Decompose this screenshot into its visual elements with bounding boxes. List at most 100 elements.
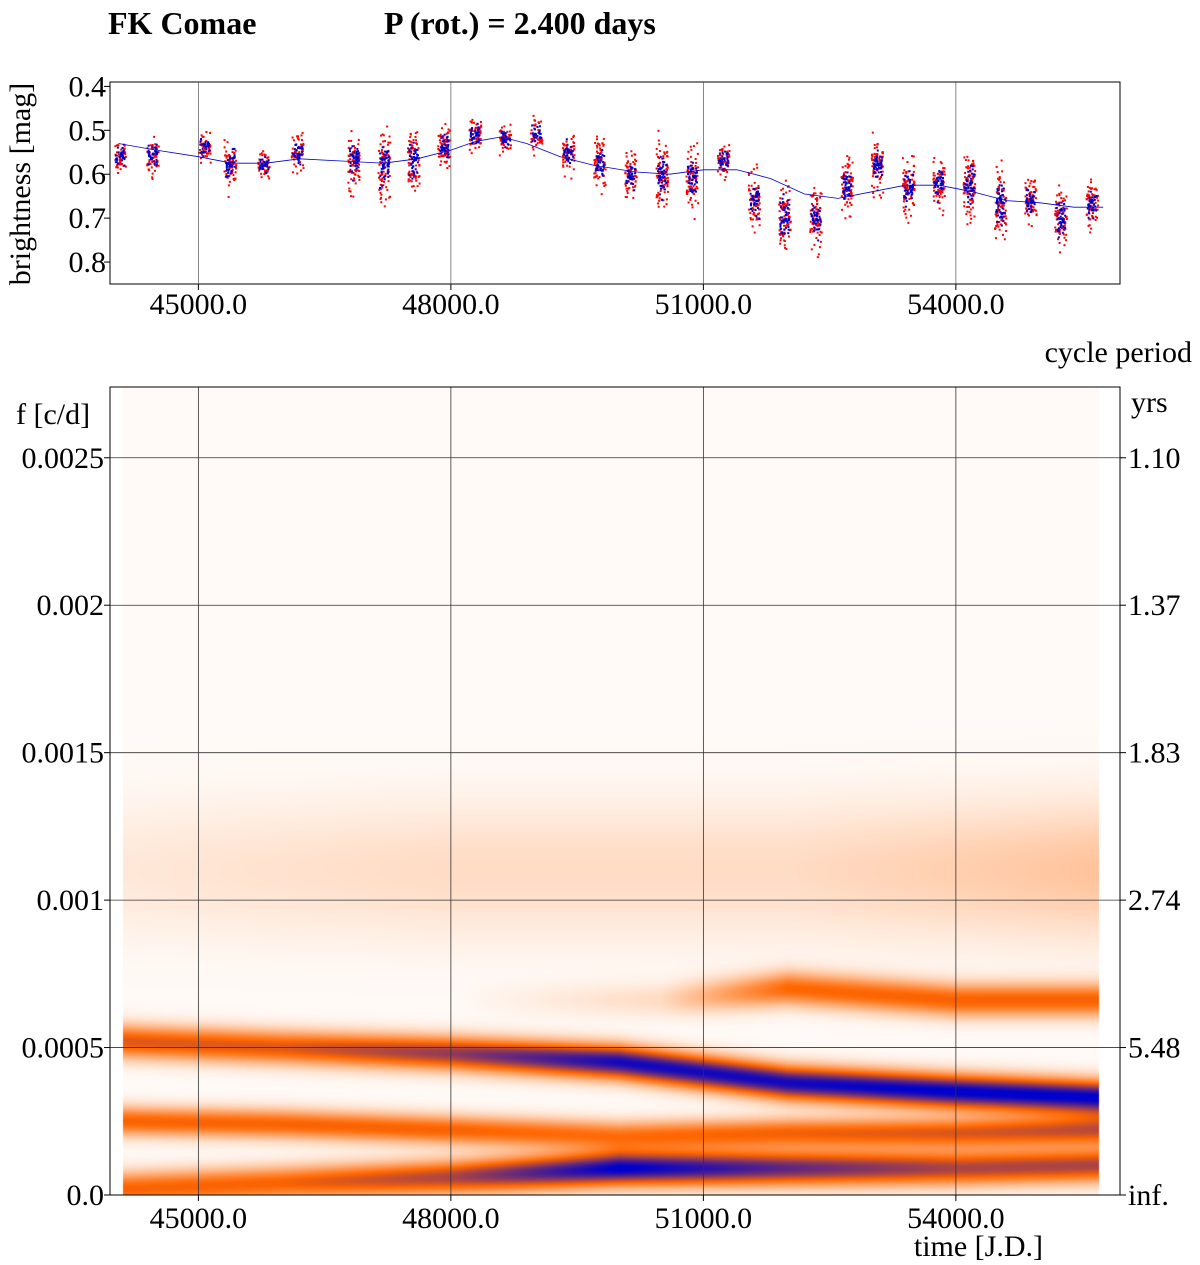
observation-point	[293, 152, 296, 155]
observation-point	[783, 228, 786, 231]
observation-point	[602, 174, 605, 177]
observation-point	[783, 202, 786, 205]
observation-point	[260, 152, 263, 155]
observation-point	[410, 147, 413, 150]
observation-point	[407, 180, 410, 183]
observation-point	[909, 178, 912, 181]
observation-point	[532, 148, 535, 151]
observation-point	[873, 147, 876, 150]
observation-point	[998, 198, 1001, 201]
observation-point	[781, 203, 784, 206]
observation-point	[117, 151, 120, 154]
observation-point	[723, 161, 726, 164]
observation-point	[690, 179, 693, 182]
observation-point	[597, 169, 600, 172]
observation-point	[845, 188, 848, 191]
observation-point	[414, 135, 417, 138]
observation-point	[439, 135, 442, 138]
observation-point	[387, 156, 390, 159]
observation-point	[1058, 192, 1061, 195]
observation-point	[151, 146, 154, 149]
observation-point	[412, 172, 415, 175]
observation-point	[876, 159, 879, 162]
observation-point	[1089, 190, 1092, 193]
observation-point	[970, 186, 973, 189]
observation-point	[114, 154, 117, 157]
observation-point	[1000, 201, 1003, 204]
observation-point	[697, 166, 700, 169]
observation-point	[844, 189, 847, 192]
observation-point	[294, 143, 297, 146]
observation-point	[206, 143, 209, 146]
observation-point	[909, 190, 912, 193]
observation-point	[848, 156, 851, 159]
observation-point	[908, 170, 911, 173]
observation-point	[417, 147, 420, 150]
observation-point	[205, 131, 208, 134]
observation-point	[694, 174, 697, 177]
observation-point	[379, 143, 382, 146]
observation-point	[602, 137, 605, 140]
observation-point	[998, 221, 1001, 224]
observation-point	[685, 189, 688, 192]
observation-point	[754, 194, 757, 197]
observation-point	[962, 181, 965, 184]
observation-point	[1056, 214, 1059, 217]
observation-point	[778, 210, 781, 213]
observation-point	[940, 176, 943, 179]
observation-point	[969, 164, 972, 167]
observation-point	[1089, 198, 1092, 201]
observation-point	[816, 199, 819, 202]
observation-point	[120, 159, 123, 162]
observation-point	[290, 155, 293, 158]
observation-point	[939, 193, 942, 196]
observation-point	[906, 191, 909, 194]
observation-point	[661, 160, 664, 163]
observation-point	[967, 175, 970, 178]
observation-point	[1001, 218, 1004, 221]
observation-point	[384, 150, 387, 153]
observation-point	[1025, 198, 1028, 201]
observation-point	[1004, 209, 1007, 212]
observation-point	[292, 155, 295, 158]
observation-point	[875, 153, 878, 156]
observation-point	[631, 183, 634, 186]
observation-point	[506, 130, 509, 133]
observation-point	[379, 191, 382, 194]
observation-point	[942, 209, 945, 212]
observation-point	[204, 155, 207, 158]
observation-point	[157, 151, 160, 154]
observation-point	[1027, 214, 1030, 217]
observation-point	[1088, 186, 1091, 189]
observation-point	[225, 150, 228, 153]
observation-point	[383, 205, 386, 208]
observation-point	[114, 158, 117, 161]
observation-point	[630, 167, 633, 170]
observation-point	[261, 163, 264, 166]
observation-point	[233, 161, 236, 164]
observation-point	[599, 169, 602, 172]
observation-point	[1091, 196, 1094, 199]
observation-point	[666, 179, 669, 182]
observation-point	[205, 139, 208, 142]
observation-point	[600, 159, 603, 162]
observation-point	[1089, 205, 1092, 208]
observation-point	[566, 150, 569, 153]
observation-point	[664, 170, 667, 173]
observation-point	[687, 201, 690, 204]
observation-point	[384, 160, 387, 163]
observation-point	[416, 148, 419, 151]
observation-point	[655, 167, 658, 170]
frequency-tick-label: 0.001	[37, 884, 105, 917]
observation-point	[1088, 224, 1091, 227]
observation-point	[416, 185, 419, 188]
observation-point	[204, 146, 207, 149]
observation-point	[226, 159, 229, 162]
observation-point	[755, 163, 758, 166]
observation-point	[843, 173, 846, 176]
observation-point	[695, 185, 698, 188]
observation-point	[659, 175, 662, 178]
observation-point	[358, 154, 361, 157]
observation-point	[230, 163, 233, 166]
